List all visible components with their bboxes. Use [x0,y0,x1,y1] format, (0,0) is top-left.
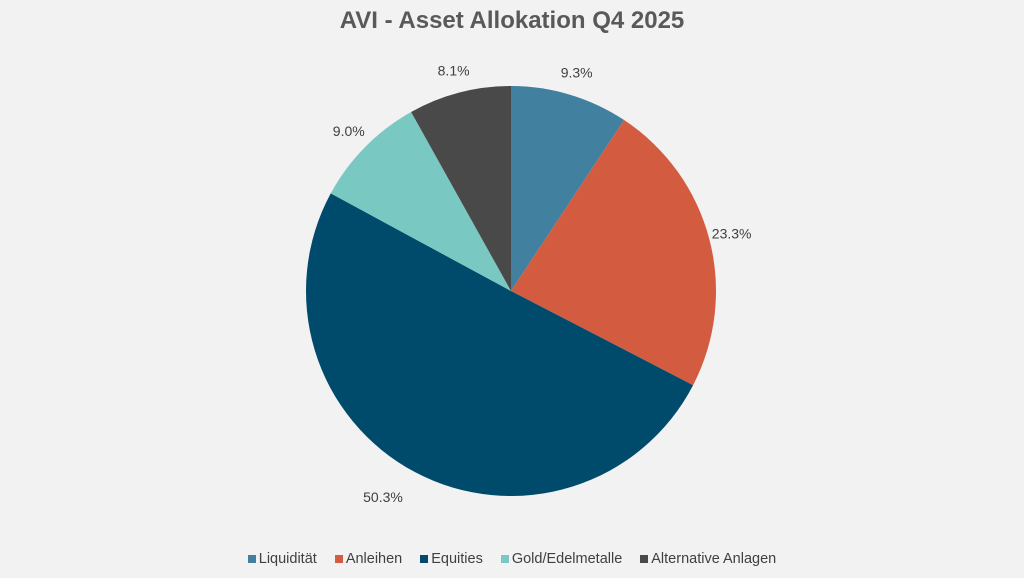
legend-swatch-icon [334,555,343,563]
data-label: 9.3% [561,65,593,81]
legend-item-liquiditaet: Liquidität [247,551,317,567]
slice-equities [306,193,694,496]
legend-swatch-icon [640,555,649,563]
chart-title: AVI - Asset Allokation Q4 2025 [339,7,685,34]
legend-item-anleihen: Anleihen [334,551,402,567]
slice-anleihen [511,120,716,386]
data-label: 8.1% [438,62,470,78]
legend-item-alternative: Alternative Anlagen [640,551,776,567]
legend-item-equities: Equities [420,551,483,567]
data-label: 50.3% [363,489,403,505]
legend: Liquidität Anleihen Equities Gold/Edelme… [0,551,1024,567]
slice-alternative [411,86,511,291]
slice-gold [330,111,511,291]
legend-swatch-icon [420,555,429,563]
data-label: 9.0% [333,123,365,139]
data-label: 23.3% [712,226,752,242]
legend-item-gold: Gold/Edelmetalle [500,551,622,567]
legend-swatch-icon [500,555,509,563]
slice-liquiditaet [511,86,625,291]
legend-swatch-icon [247,555,256,563]
